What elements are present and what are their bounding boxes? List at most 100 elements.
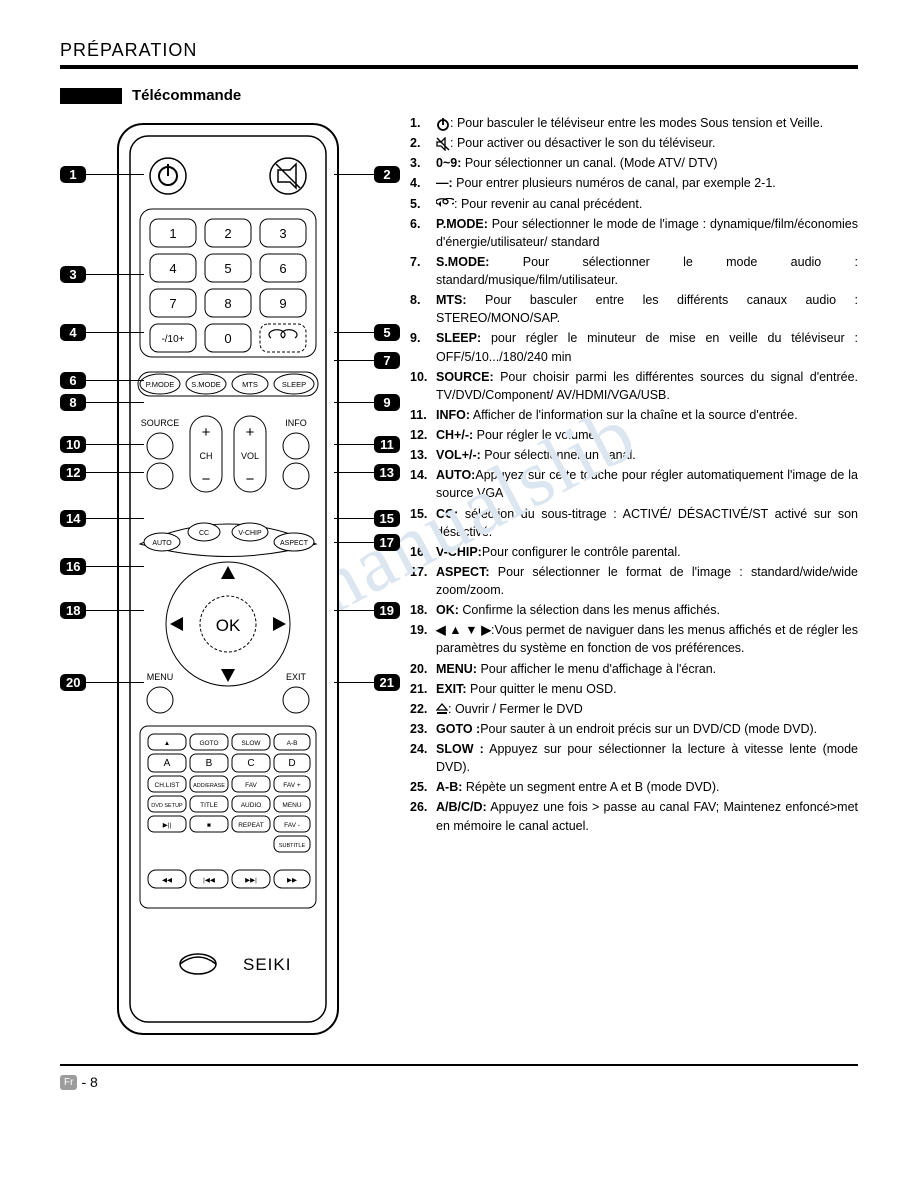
desc-item: 14.AUTO:Appuyez sur cette touche pour ré… xyxy=(410,466,858,502)
desc-item: 24.SLOW : Appuyez sur pour sélectionner … xyxy=(410,740,858,776)
svg-text:FAV: FAV xyxy=(245,782,257,789)
svg-text:C: C xyxy=(247,758,254,769)
svg-text:MENU: MENU xyxy=(282,802,301,809)
callout-badge: 8 xyxy=(60,394,86,411)
svg-text:EXIT: EXIT xyxy=(286,672,307,682)
desc-item: 21.EXIT: Pour quitter le menu OSD. xyxy=(410,680,858,698)
svg-text:D: D xyxy=(288,758,295,769)
desc-item: 7.S.MODE: Pour sélectionner le mode audi… xyxy=(410,253,858,289)
svg-text:6: 6 xyxy=(279,261,286,276)
callout-badge: 17 xyxy=(374,534,400,551)
svg-text:▶||: ▶|| xyxy=(163,822,172,829)
svg-text:VOL: VOL xyxy=(241,451,259,461)
callout-badge: 14 xyxy=(60,510,86,527)
svg-text:ASPECT: ASPECT xyxy=(280,540,309,547)
svg-text:2: 2 xyxy=(224,226,231,241)
svg-text:S.MODE: S.MODE xyxy=(191,380,221,389)
svg-text:AUDIO: AUDIO xyxy=(241,802,262,809)
svg-text:▲: ▲ xyxy=(164,740,170,747)
callout-badge: 21 xyxy=(374,674,400,691)
desc-item: 3.0~9: Pour sélectionner un canal. (Mode… xyxy=(410,154,858,172)
svg-text:SOURCE: SOURCE xyxy=(141,418,180,428)
callout-badge: 11 xyxy=(374,436,400,453)
callout-badge: 1 xyxy=(60,166,86,183)
callout-badge: 10 xyxy=(60,436,86,453)
svg-text:FAV -: FAV - xyxy=(284,822,300,829)
callout-badge: 4 xyxy=(60,324,86,341)
lang-badge: Fr xyxy=(60,1075,77,1090)
svg-text:DVD SETUP: DVD SETUP xyxy=(151,803,183,809)
svg-text:9: 9 xyxy=(279,296,286,311)
svg-text:OK: OK xyxy=(216,616,241,635)
svg-text:REPEAT: REPEAT xyxy=(238,822,264,829)
svg-text:4: 4 xyxy=(169,261,176,276)
desc-item: 11.INFO: Afficher de l'information sur l… xyxy=(410,406,858,424)
svg-text:TITLE: TITLE xyxy=(200,802,218,809)
desc-item: 8.MTS: Pour basculer entre les différent… xyxy=(410,291,858,327)
desc-item: 22.: Ouvrir / Fermer le DVD xyxy=(410,700,858,718)
svg-text:▶▶: ▶▶ xyxy=(287,877,298,884)
callout-badge: 19 xyxy=(374,602,400,619)
remote-diagram: 1 2 3 4 5 6 7 8 9 -/10+ 0 xyxy=(60,114,400,1044)
desc-item: 12.CH+/-: Pour régler le volume. xyxy=(410,426,858,444)
desc-item: 10.SOURCE: Pour choisir parmi les différ… xyxy=(410,368,858,404)
brand-text: SEIKI xyxy=(243,955,291,974)
callout-badge: 3 xyxy=(60,266,86,283)
svg-text:-/10+: -/10+ xyxy=(161,334,184,345)
subheader-block xyxy=(60,88,122,104)
svg-text:P.MODE: P.MODE xyxy=(146,380,175,389)
callout-badge: 12 xyxy=(60,464,86,481)
page-number: - 8 xyxy=(81,1074,97,1090)
desc-item: 17.ASPECT: Pour sélectionner le format d… xyxy=(410,563,858,599)
callout-badge: 16 xyxy=(60,558,86,575)
svg-text:SLOW: SLOW xyxy=(241,740,261,747)
svg-text:SUBTITLE: SUBTITLE xyxy=(279,843,306,849)
svg-text:INFO: INFO xyxy=(285,418,307,428)
description-list: 1.: Pour basculer le téléviseur entre le… xyxy=(400,114,858,837)
svg-text:0: 0 xyxy=(224,331,231,346)
desc-item: 19.◀ ▲ ▼ ▶:Vous permet de naviguer dans … xyxy=(410,621,858,657)
svg-text:▶▶|: ▶▶| xyxy=(245,877,257,884)
desc-item: 23.GOTO :Pour sauter à un endroit précis… xyxy=(410,720,858,738)
desc-item: 18.OK: Confirme la sélection dans les me… xyxy=(410,601,858,619)
callout-badge: 5 xyxy=(374,324,400,341)
svg-text:GOTO: GOTO xyxy=(199,740,218,747)
svg-text:7: 7 xyxy=(169,296,176,311)
svg-text:AUTO: AUTO xyxy=(152,540,172,547)
desc-item: 1.: Pour basculer le téléviseur entre le… xyxy=(410,114,858,132)
callout-badge: 20 xyxy=(60,674,86,691)
callout-badge: 7 xyxy=(374,352,400,369)
svg-text:A-B: A-B xyxy=(287,740,298,747)
svg-text:ADD/ERASE: ADD/ERASE xyxy=(193,783,225,789)
svg-text:8: 8 xyxy=(224,296,231,311)
svg-text:|◀◀: |◀◀ xyxy=(203,877,216,884)
callout-badge: 18 xyxy=(60,602,86,619)
svg-text:1: 1 xyxy=(169,226,176,241)
desc-item: 2.: Pour activer ou désactiver le son du… xyxy=(410,134,858,152)
footer-rule xyxy=(60,1064,858,1066)
desc-item: 20.MENU: Pour afficher le menu d'afficha… xyxy=(410,660,858,678)
callout-badge: 13 xyxy=(374,464,400,481)
desc-item: 4.—: Pour entrer plusieurs numéros de ca… xyxy=(410,174,858,192)
desc-item: 25.A-B: Répète un segment entre A et B (… xyxy=(410,778,858,796)
callout-badge: 6 xyxy=(60,372,86,389)
svg-text:5: 5 xyxy=(224,261,231,276)
svg-text:3: 3 xyxy=(279,226,286,241)
desc-item: 5.: Pour revenir au canal précédent. xyxy=(410,195,858,213)
svg-text:CH.LIST: CH.LIST xyxy=(155,782,180,789)
svg-text:◀◀: ◀◀ xyxy=(162,877,173,884)
svg-text:+: + xyxy=(246,424,255,441)
desc-item: 26.A/B/C/D: Appuyez une fois > passe au … xyxy=(410,798,858,834)
callout-badge: 9 xyxy=(374,394,400,411)
svg-text:MENU: MENU xyxy=(147,672,174,682)
callout-badge: 2 xyxy=(374,166,400,183)
desc-item: 13.VOL+/-: Pour sélectionner un canal. xyxy=(410,446,858,464)
svg-text:CC: CC xyxy=(199,530,209,537)
svg-text:B: B xyxy=(206,758,213,769)
desc-item: 15.CC: sélection du sous-titrage : ACTIV… xyxy=(410,505,858,541)
svg-text:A: A xyxy=(164,758,171,769)
svg-text:V-CHIP: V-CHIP xyxy=(238,530,262,537)
svg-text:+: + xyxy=(202,424,211,441)
svg-text:−: − xyxy=(246,471,255,488)
subheader-title: Télécommande xyxy=(132,87,241,104)
